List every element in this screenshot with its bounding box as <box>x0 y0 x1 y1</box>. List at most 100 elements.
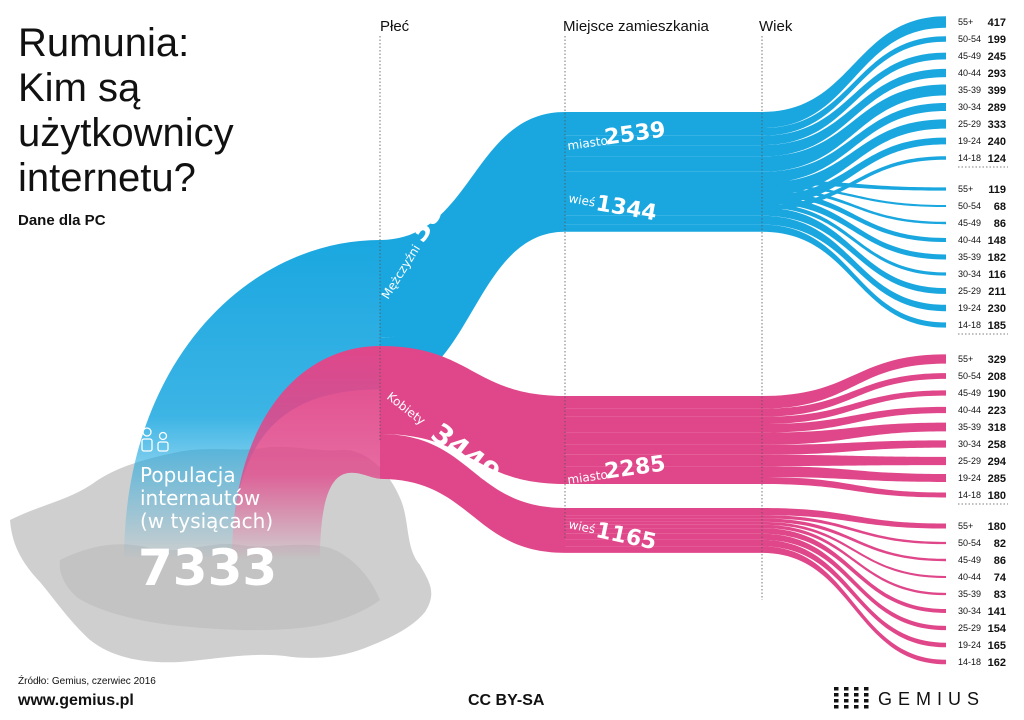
flow-men-seg-1-2 <box>565 187 762 191</box>
age-value: 190 <box>988 388 1006 400</box>
age-label: 55+ <box>958 521 973 531</box>
flow-women-seg-0-8 <box>565 477 762 484</box>
age-value: 180 <box>988 521 1006 533</box>
flow-women-age-0-0 <box>762 354 946 409</box>
flow-women-seg-0-3 <box>565 423 762 433</box>
age-value: 245 <box>988 51 1006 63</box>
age-label: 35-39 <box>958 589 981 599</box>
age-labels: 55+ 417 50-54 199 45-49 245 40-44 293 35-39 399 30… <box>958 17 1008 669</box>
flow-men-age-0-3 <box>762 68 946 157</box>
age-value: 185 <box>988 320 1006 332</box>
age-label: 19-24 <box>958 136 981 146</box>
flow-men-seg-1-8 <box>565 224 762 232</box>
sankey-flows <box>124 16 946 665</box>
flow-women-seg-1-2 <box>565 518 762 522</box>
flow-women-seg-1-4 <box>565 524 762 529</box>
age-label: 50-54 <box>958 34 981 44</box>
age-label: 55+ <box>958 184 973 194</box>
flow-men-seg-0-3 <box>565 145 762 157</box>
age-label: 30-34 <box>958 439 981 449</box>
age-label: 45-49 <box>958 555 981 565</box>
age-value: 116 <box>988 269 1006 281</box>
flow-men-age-0-6 <box>762 119 946 196</box>
age-label: 19-24 <box>958 303 981 313</box>
flow-women-seg-0-7 <box>565 466 762 478</box>
logo-dot <box>854 699 859 703</box>
age-value: 180 <box>988 490 1006 502</box>
age-value: 285 <box>988 473 1006 485</box>
flow-men-seg-0-4 <box>565 156 762 172</box>
age-value: 258 <box>988 439 1006 451</box>
age-label: 14-18 <box>958 490 981 500</box>
flow-women-age-0-4 <box>762 422 946 445</box>
age-label: 35-39 <box>958 252 981 262</box>
age-label: 14-18 <box>958 657 981 667</box>
flow-women-age-0-7 <box>762 466 946 482</box>
column-header-gender: Płeć <box>380 18 410 35</box>
flow-women-age-1-4 <box>762 524 946 596</box>
label-women-city-name: miasto <box>566 467 608 487</box>
flow-women-age-1-5 <box>762 528 946 613</box>
website-link[interactable]: www.gemius.pl <box>17 692 134 709</box>
age-value: 223 <box>988 405 1006 417</box>
flow-root-women <box>232 346 380 560</box>
flow-men-age-1-3 <box>762 190 946 243</box>
flow-women-seg-0-2 <box>565 416 762 424</box>
age-value: 293 <box>988 68 1006 80</box>
flow-men-seg-1-7 <box>565 215 762 225</box>
flow-men-seg-0-2 <box>565 135 762 146</box>
flow-men-age-0-4 <box>762 84 946 172</box>
population-label-line-1: Populacja <box>140 463 236 487</box>
age-value: 154 <box>988 623 1007 635</box>
age-label: 25-29 <box>958 623 981 633</box>
flow-women-seg-1-7 <box>565 539 762 547</box>
flow-men-age-1-1 <box>762 184 946 207</box>
age-label: 45-49 <box>958 51 981 61</box>
flow-men-city <box>380 112 565 338</box>
logo-dot <box>844 693 849 697</box>
flow-women-age-0-2 <box>762 390 946 424</box>
flow-women-city <box>380 346 565 484</box>
source-note: Źródło: Gemius, czerwiec 2016 <box>18 674 156 687</box>
age-label: 19-24 <box>958 473 981 483</box>
flow-women-age-0-5 <box>762 440 946 455</box>
flow-men-seg-0-0 <box>565 112 762 129</box>
age-value: 199 <box>988 34 1006 46</box>
age-label: 50-54 <box>958 538 981 548</box>
age-value: 333 <box>988 119 1006 131</box>
flow-women-age-1-3 <box>762 521 946 579</box>
flow-women-seg-1-0 <box>565 508 762 516</box>
logo-dot <box>844 687 849 691</box>
flow-men-age-0-0 <box>762 16 946 129</box>
logo-dot <box>834 699 839 703</box>
gemius-logo-text: GEMIUS <box>878 689 985 709</box>
flow-women-age-0-6 <box>762 454 946 467</box>
age-label: 30-34 <box>958 269 981 279</box>
age-value: 294 <box>988 456 1007 468</box>
age-value: 86 <box>994 218 1006 230</box>
age-label: 45-49 <box>958 218 981 228</box>
logo-dot <box>854 693 859 697</box>
title-line-1: Rumunia: <box>18 21 189 65</box>
flow-women-age-0-1 <box>762 373 946 417</box>
age-value: 141 <box>988 606 1006 618</box>
flow-women-seg-1-3 <box>565 521 762 525</box>
column-header-age: Wiek <box>759 18 793 35</box>
flow-men-seg-1-1 <box>565 184 762 188</box>
flow-men-village <box>380 180 565 390</box>
flow-men-age-1-0 <box>762 180 946 191</box>
age-label: 25-29 <box>958 286 981 296</box>
title-line-4: internetu? <box>18 156 196 200</box>
label-women-village-name: wieś <box>567 517 596 536</box>
age-value: 329 <box>988 354 1006 366</box>
label-men-village-name: wieś <box>567 191 596 209</box>
age-label: 50-54 <box>958 371 981 381</box>
age-label: 40-44 <box>958 68 981 78</box>
logo-dot <box>834 693 839 697</box>
age-value: 318 <box>988 422 1006 434</box>
logo-dot <box>864 699 869 703</box>
age-label: 19-24 <box>958 640 981 650</box>
flow-men-seg-0-1 <box>565 128 762 136</box>
logo-dot <box>864 705 869 709</box>
